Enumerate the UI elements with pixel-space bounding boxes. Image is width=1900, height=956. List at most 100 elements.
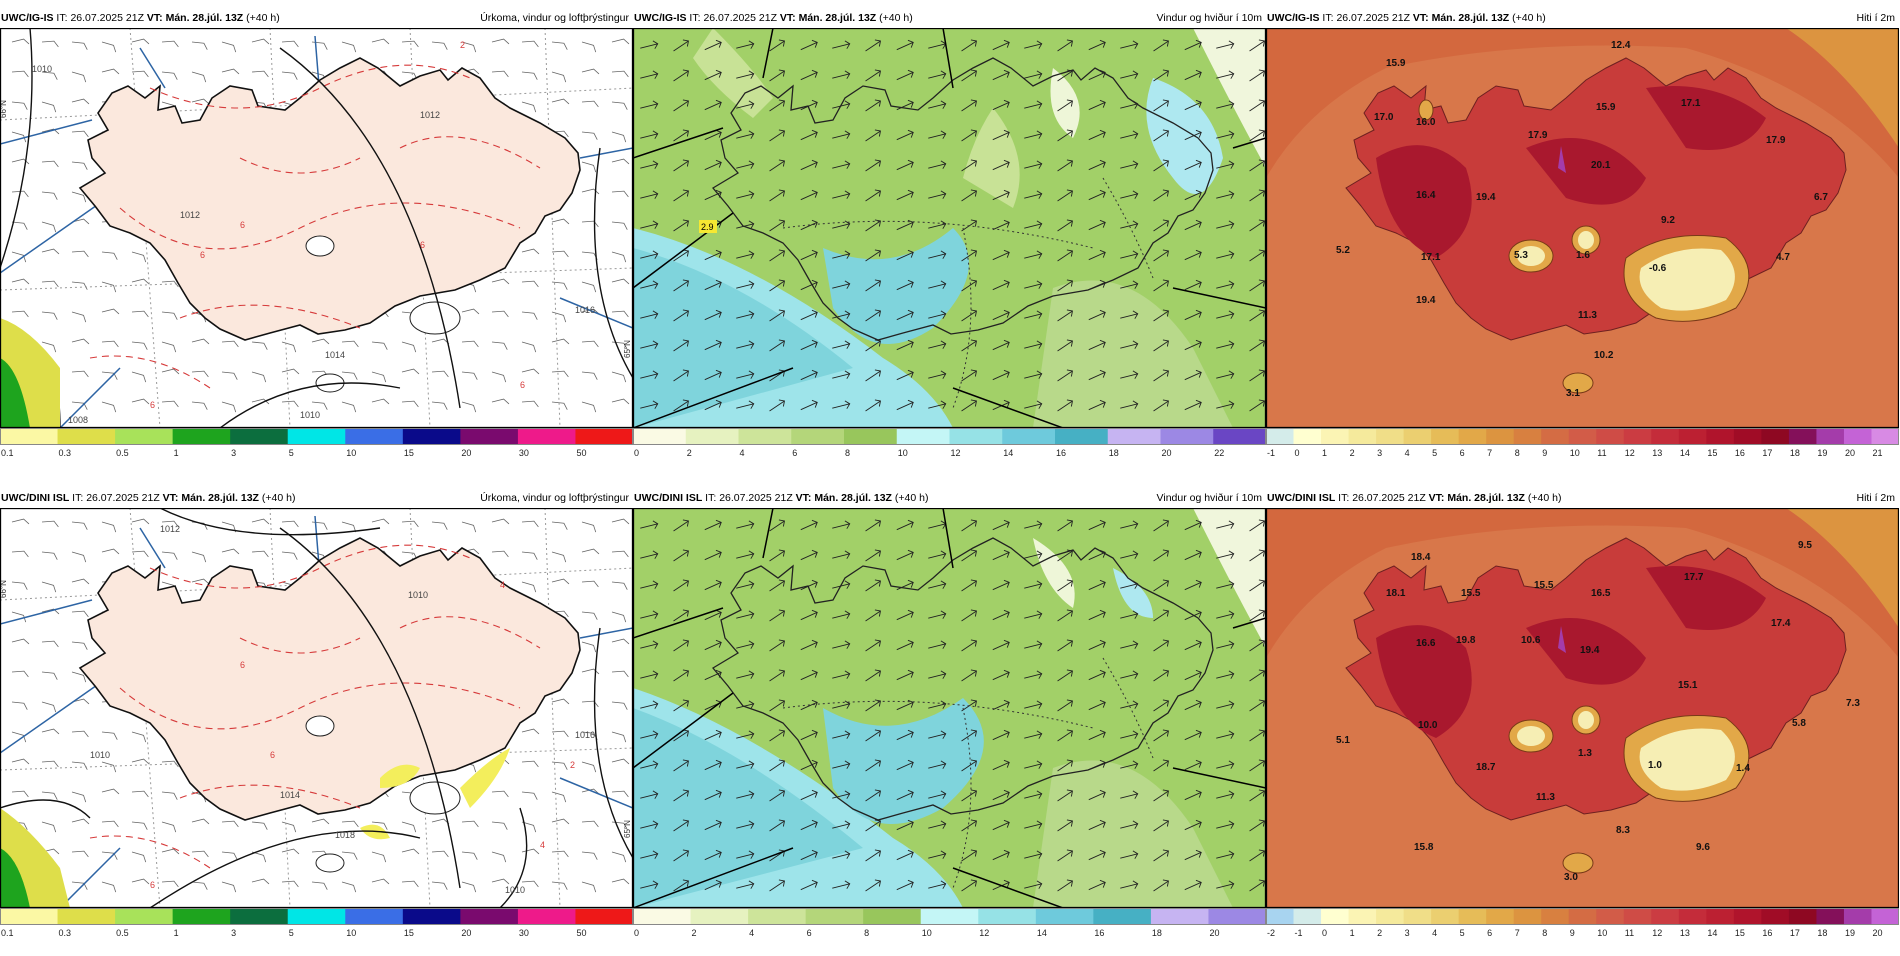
wind-arrow (1249, 279, 1265, 292)
colorbar-swatch (0, 908, 59, 924)
lead-time: (+40 h) (894, 492, 929, 504)
isobars (0, 508, 633, 908)
wind-arrow (1024, 790, 1043, 799)
model-name: UWC/DINI ISL (634, 492, 703, 504)
wind-arrow (736, 40, 755, 49)
wind-arrow (865, 669, 881, 682)
wind-barb (521, 581, 537, 593)
station-values: 12.4 15.9 17.0 16.0 17.9 15.9 17.1 17.9 16.4 19.4… (1336, 40, 1828, 399)
wind-barb (11, 611, 27, 623)
precip-area-heavy (0, 358, 30, 428)
colorbar: -2 -1 0 1 2 3 4 5 6 7 8 9 10 11 12 13 14 15 16 17 18 19 20 (1266, 908, 1899, 942)
colorbar-swatch (1843, 908, 1872, 924)
wind-arrow (800, 399, 818, 411)
wind-arrow (1216, 310, 1235, 319)
station-temperature: 15.9 (1596, 102, 1616, 113)
wind-barb (311, 401, 328, 410)
wind-barb (371, 878, 390, 885)
wind-barb (521, 760, 539, 768)
colorbar-swatch (896, 428, 950, 444)
wind-arrow (832, 40, 851, 49)
wind-arrow (832, 850, 851, 859)
wind-arrow (1184, 549, 1202, 561)
wind-arrow (1153, 669, 1169, 682)
colorbar-label: 6 (807, 928, 812, 938)
wind-arrow (1216, 730, 1235, 739)
wind-arrow (1184, 579, 1202, 591)
wind-arrow (800, 219, 818, 231)
wind-barb (11, 701, 28, 710)
wind-barb (131, 821, 148, 830)
station-temperature: 15.5 (1461, 588, 1481, 599)
wind-barb (191, 818, 210, 825)
wind-arrow (800, 879, 818, 891)
wind-barb (101, 41, 117, 53)
wind-arrow (1120, 250, 1139, 259)
valid-time: Mán. 28.júl. 13Z (165, 12, 244, 24)
wind-barb (611, 731, 627, 743)
wind-arrow (961, 759, 977, 772)
wind-barb (11, 670, 29, 678)
wind-barb (101, 68, 120, 75)
wind-arrow (928, 700, 947, 709)
wind-arrow (1249, 249, 1265, 262)
wind-arrow (1153, 879, 1169, 892)
colorbar-label: 21 (1872, 448, 1882, 458)
isobar-label: 1012 (160, 524, 180, 534)
wind-barb (11, 278, 30, 285)
lat-label: 66°N (0, 580, 8, 598)
wind-barb (71, 130, 89, 138)
colorbar-label: 3 (1377, 448, 1382, 458)
wind-arrow (800, 819, 818, 831)
temp-label: 6 (200, 250, 205, 260)
wind-arrow (1216, 190, 1235, 199)
colorbar-swatch (1055, 428, 1109, 444)
precip-area-heavy (0, 848, 30, 908)
wind-arrow (800, 69, 818, 81)
station-temperature: 11.3 (1536, 792, 1555, 803)
wind-barb (221, 401, 237, 413)
wind-arrow (1249, 639, 1265, 652)
wind-barb (401, 368, 420, 375)
colorbar-label: 17 (1790, 928, 1800, 938)
wind-arrow (1249, 519, 1265, 532)
colorbar-label: 16 (1094, 928, 1104, 938)
wind-barb (11, 38, 30, 45)
init-time: 26.07.2025 21Z (86, 492, 160, 504)
wind-arrow (992, 69, 1010, 81)
wind-barb (581, 68, 600, 75)
wind-map (633, 508, 1266, 908)
wind-arrow (832, 400, 851, 409)
wind-barb (611, 550, 629, 558)
wind-barb (551, 881, 568, 890)
wind-arrow (992, 639, 1010, 651)
wind-arrow (1120, 580, 1139, 589)
wind-arrow (1249, 669, 1265, 682)
colorbar-swatch (1035, 908, 1094, 924)
wind-arrow (673, 99, 689, 112)
colorbar-label: 17 (1762, 448, 1772, 458)
wind-arrow (992, 129, 1010, 141)
wind-barb (41, 341, 57, 353)
colorbar-swatch (1293, 428, 1322, 444)
wind-arrow (992, 519, 1010, 531)
station-temperature: 5.8 (1792, 718, 1806, 729)
colorbar-label: 4 (1405, 448, 1410, 458)
wind-arrow (1249, 819, 1265, 832)
wind-arrow (1153, 759, 1169, 772)
wind-arrow (1249, 129, 1265, 142)
colorbar-swatch (1706, 908, 1735, 924)
temp-label: 6 (420, 240, 425, 250)
wind-arrow (1024, 760, 1043, 769)
wind-barb (341, 820, 359, 828)
wind-arrow (896, 399, 914, 411)
station-temperature: 16.0 (1416, 117, 1436, 128)
colorbar-swatch (1513, 908, 1542, 924)
cold-cores (1517, 711, 1735, 791)
wind-arrow (673, 759, 689, 772)
colorbar-label: 4 (749, 928, 754, 938)
wind-arrow (1024, 70, 1043, 79)
strong-wind-area (1146, 78, 1223, 194)
wind-arrow (865, 249, 881, 262)
colorbar-swatch (844, 428, 898, 444)
